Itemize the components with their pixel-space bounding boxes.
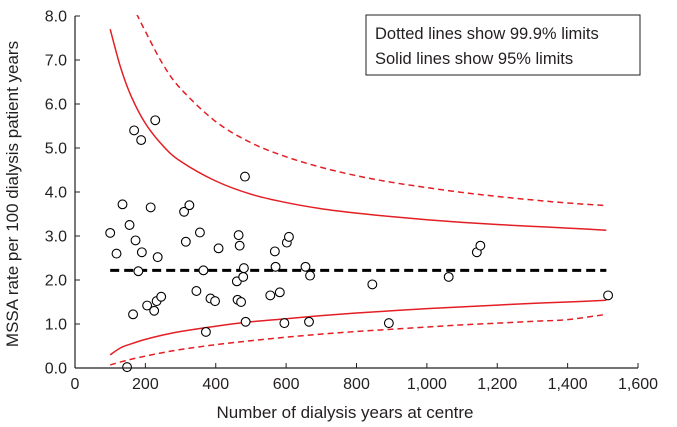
data-point (383, 318, 394, 329)
x-tick-label: 400 (202, 376, 229, 393)
data-point (238, 263, 249, 274)
data-point (122, 362, 133, 373)
x-tick-label: 1,200 (477, 376, 517, 393)
x-tick-label: 800 (343, 376, 370, 393)
data-point (198, 265, 209, 276)
y-tick-label: 0.0 (45, 361, 67, 378)
data-point (240, 171, 250, 182)
legend-box: Dotted lines show 99.9% limits Solid lin… (365, 14, 641, 76)
y-tick-label: 1.0 (45, 317, 67, 334)
data-point (279, 318, 290, 329)
y-tick-label: 3.0 (45, 229, 67, 246)
y-axis-title: MSSA rate per 100 dialysis patient years (3, 41, 22, 347)
data-point (200, 326, 211, 337)
upper-95-limit-line (109, 29, 607, 232)
data-point (117, 199, 128, 210)
data-point (156, 291, 167, 302)
data-point (124, 220, 135, 230)
control-limits (109, 15, 607, 366)
data-point (150, 115, 161, 126)
data-point (133, 266, 144, 277)
data-point (304, 316, 314, 327)
data-point (213, 243, 224, 254)
data-point (443, 271, 454, 282)
data-point (191, 286, 202, 296)
data-point (236, 297, 247, 307)
data-point (283, 231, 294, 242)
x-tick-label: 1,000 (407, 376, 447, 393)
data-point (111, 248, 122, 259)
data-points (105, 115, 614, 373)
data-point (136, 135, 147, 146)
data-point (305, 270, 315, 281)
data-point (475, 240, 486, 251)
data-point (180, 236, 191, 247)
y-tick-label: 5.0 (45, 141, 67, 158)
data-point (184, 200, 195, 211)
data-point (136, 247, 147, 258)
x-tick-label: 200 (132, 376, 159, 393)
data-point (265, 290, 276, 301)
upper-99-9-limit-line (136, 15, 607, 207)
y-tick-label: 2.0 (45, 273, 67, 290)
data-point (149, 305, 160, 316)
data-point (142, 300, 153, 311)
data-point (105, 227, 116, 238)
lower-99-9-limit-line (109, 313, 607, 366)
data-point (130, 235, 141, 246)
x-tick-label: 0 (71, 376, 80, 393)
data-point (367, 279, 378, 290)
x-axis-title: Number of dialysis years at centre (217, 403, 474, 422)
data-point (179, 206, 190, 217)
x-tick-label: 1,400 (548, 376, 588, 393)
data-point (152, 252, 163, 263)
data-point (269, 246, 280, 257)
lower-95-limit-line (109, 299, 607, 356)
data-point (240, 316, 251, 327)
y-tick-label: 4.0 (45, 185, 67, 202)
data-point (194, 227, 205, 238)
y-tick-label: 8.0 (45, 9, 67, 26)
axes: 0 200 400 600 800 1,000 1,200 1,400 1,600 0.0 1.0 2… (45, 9, 658, 394)
data-point (270, 261, 281, 272)
y-tick-label: 6.0 (45, 97, 67, 114)
data-point (300, 261, 311, 272)
legend-frame (365, 14, 641, 76)
data-point (210, 296, 221, 307)
legend-line-solid: Solid lines show 95% limits (375, 50, 573, 68)
data-point (603, 290, 614, 301)
legend-line-dotted: Dotted lines show 99.9% limits (375, 25, 599, 43)
y-tick-label: 7.0 (45, 53, 67, 70)
data-point (128, 309, 139, 320)
data-point (238, 271, 249, 282)
x-tick-label: 600 (273, 376, 300, 393)
data-point (274, 287, 285, 298)
data-point (145, 202, 156, 213)
x-tick-label: 1,600 (618, 376, 658, 393)
data-point (129, 125, 140, 136)
data-point (234, 240, 245, 251)
data-point (233, 230, 244, 241)
